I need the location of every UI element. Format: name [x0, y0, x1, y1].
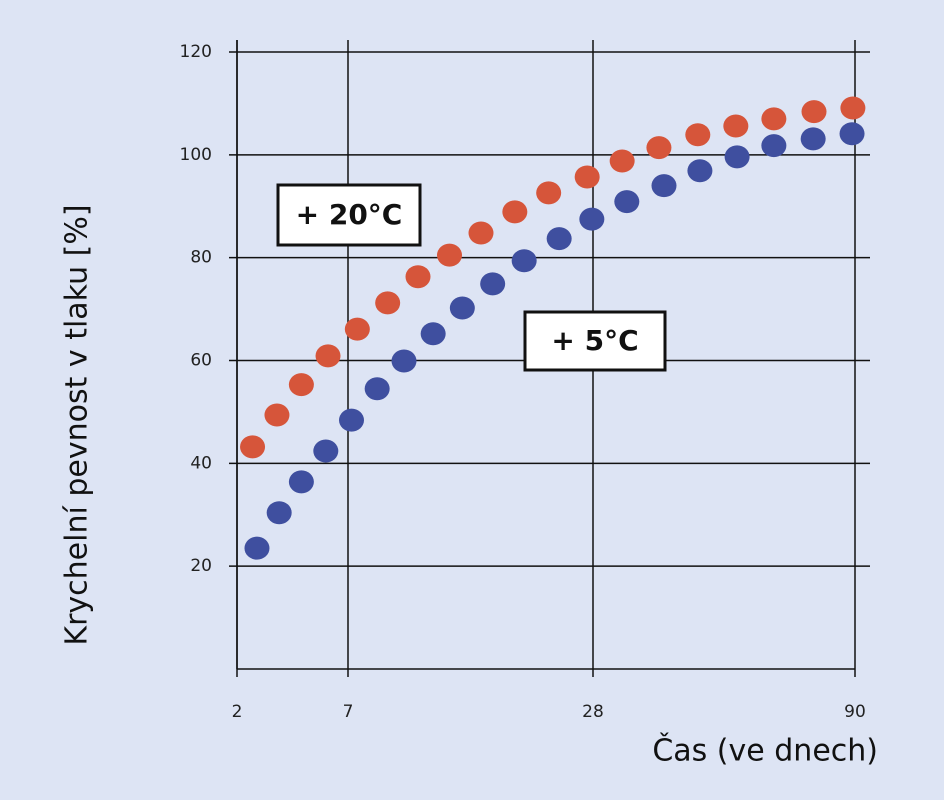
data-point: [468, 221, 494, 245]
y-tick-label: 80: [190, 248, 212, 268]
data-point: [724, 145, 750, 169]
data-point: [449, 296, 475, 320]
x-tick-label: 28: [582, 702, 604, 722]
data-point: [344, 317, 370, 341]
data-point: [687, 159, 713, 183]
x-tick-label: 90: [844, 702, 866, 722]
data-point: [240, 435, 266, 459]
y-tick-label: 20: [190, 556, 212, 576]
annotation: + 20°C: [296, 198, 403, 231]
data-point: [420, 322, 446, 346]
data-point: [266, 501, 292, 525]
data-point: [801, 100, 827, 124]
y-tick-label: 40: [190, 453, 212, 473]
data-point: [313, 439, 339, 463]
data-point: [315, 344, 341, 368]
data-point: [651, 174, 677, 198]
data-point: [536, 181, 562, 205]
annotation: + 5°C: [551, 324, 638, 357]
data-point: [391, 349, 417, 373]
data-point: [264, 403, 290, 427]
data-point: [574, 165, 600, 189]
data-point: [609, 149, 635, 173]
data-point: [839, 122, 865, 146]
y-tick-label: 100: [180, 145, 212, 165]
data-point: [480, 272, 506, 296]
data-point: [244, 536, 270, 560]
data-point: [502, 200, 528, 224]
data-point: [288, 470, 314, 494]
data-point: [364, 377, 390, 401]
x-tick-label: 2: [232, 702, 243, 722]
annotation-box: [523, 310, 667, 372]
data-point: [761, 134, 787, 158]
data-point: [646, 136, 672, 160]
y-axis-title: Krychelní pevnost v tlaku [%]: [60, 204, 95, 645]
data-point: [546, 227, 572, 251]
data-point: [437, 243, 462, 267]
data-point: [761, 107, 787, 131]
data-point: [614, 190, 640, 214]
data-point: [339, 408, 364, 432]
data-point: [723, 114, 749, 138]
data-point: [685, 123, 711, 147]
data-point: [511, 249, 537, 273]
x-tick-label: 7: [343, 702, 354, 722]
data-point: [405, 265, 431, 289]
data-point: [800, 127, 826, 151]
data-point: [288, 373, 314, 397]
annotation-box: [276, 183, 422, 247]
data-point: [375, 291, 401, 315]
data-point: [840, 96, 866, 120]
y-tick-label: 60: [190, 351, 212, 371]
y-tick-label: 120: [180, 42, 212, 62]
x-axis-title: Čas (ve dnech): [652, 732, 878, 769]
data-point: [579, 207, 605, 231]
